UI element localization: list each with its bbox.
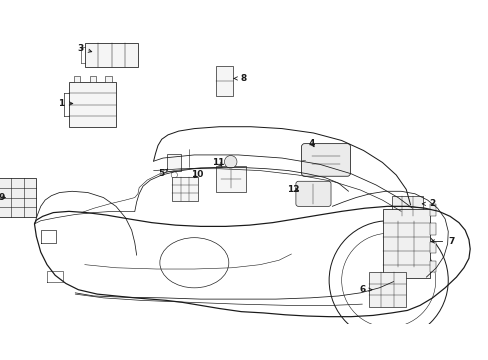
Bar: [368, 273, 406, 307]
Text: 8: 8: [234, 74, 246, 83]
FancyBboxPatch shape: [295, 181, 330, 206]
Bar: [85, 43, 138, 67]
Text: 12: 12: [286, 185, 299, 194]
Bar: [0, 178, 36, 217]
Bar: [74, 76, 80, 82]
Text: 5: 5: [158, 169, 167, 178]
Bar: [382, 210, 429, 278]
Bar: [89, 76, 96, 82]
Text: 4: 4: [308, 139, 315, 148]
Text: 6: 6: [359, 285, 371, 294]
Bar: [215, 66, 233, 96]
Bar: [105, 76, 111, 82]
Text: 2: 2: [421, 199, 435, 208]
Bar: [392, 196, 422, 216]
FancyBboxPatch shape: [301, 144, 350, 176]
Text: 10: 10: [191, 171, 203, 180]
Bar: [429, 223, 435, 235]
Bar: [69, 82, 116, 127]
Bar: [167, 154, 181, 171]
Text: 11: 11: [211, 158, 224, 167]
Bar: [215, 166, 245, 192]
Bar: [429, 261, 435, 272]
Circle shape: [224, 156, 237, 168]
Text: 1: 1: [58, 99, 73, 108]
Bar: [429, 242, 435, 253]
Text: 7: 7: [430, 237, 454, 246]
Text: 3: 3: [77, 44, 92, 53]
Bar: [171, 177, 198, 201]
Bar: [429, 204, 435, 216]
Text: 9: 9: [0, 193, 5, 202]
